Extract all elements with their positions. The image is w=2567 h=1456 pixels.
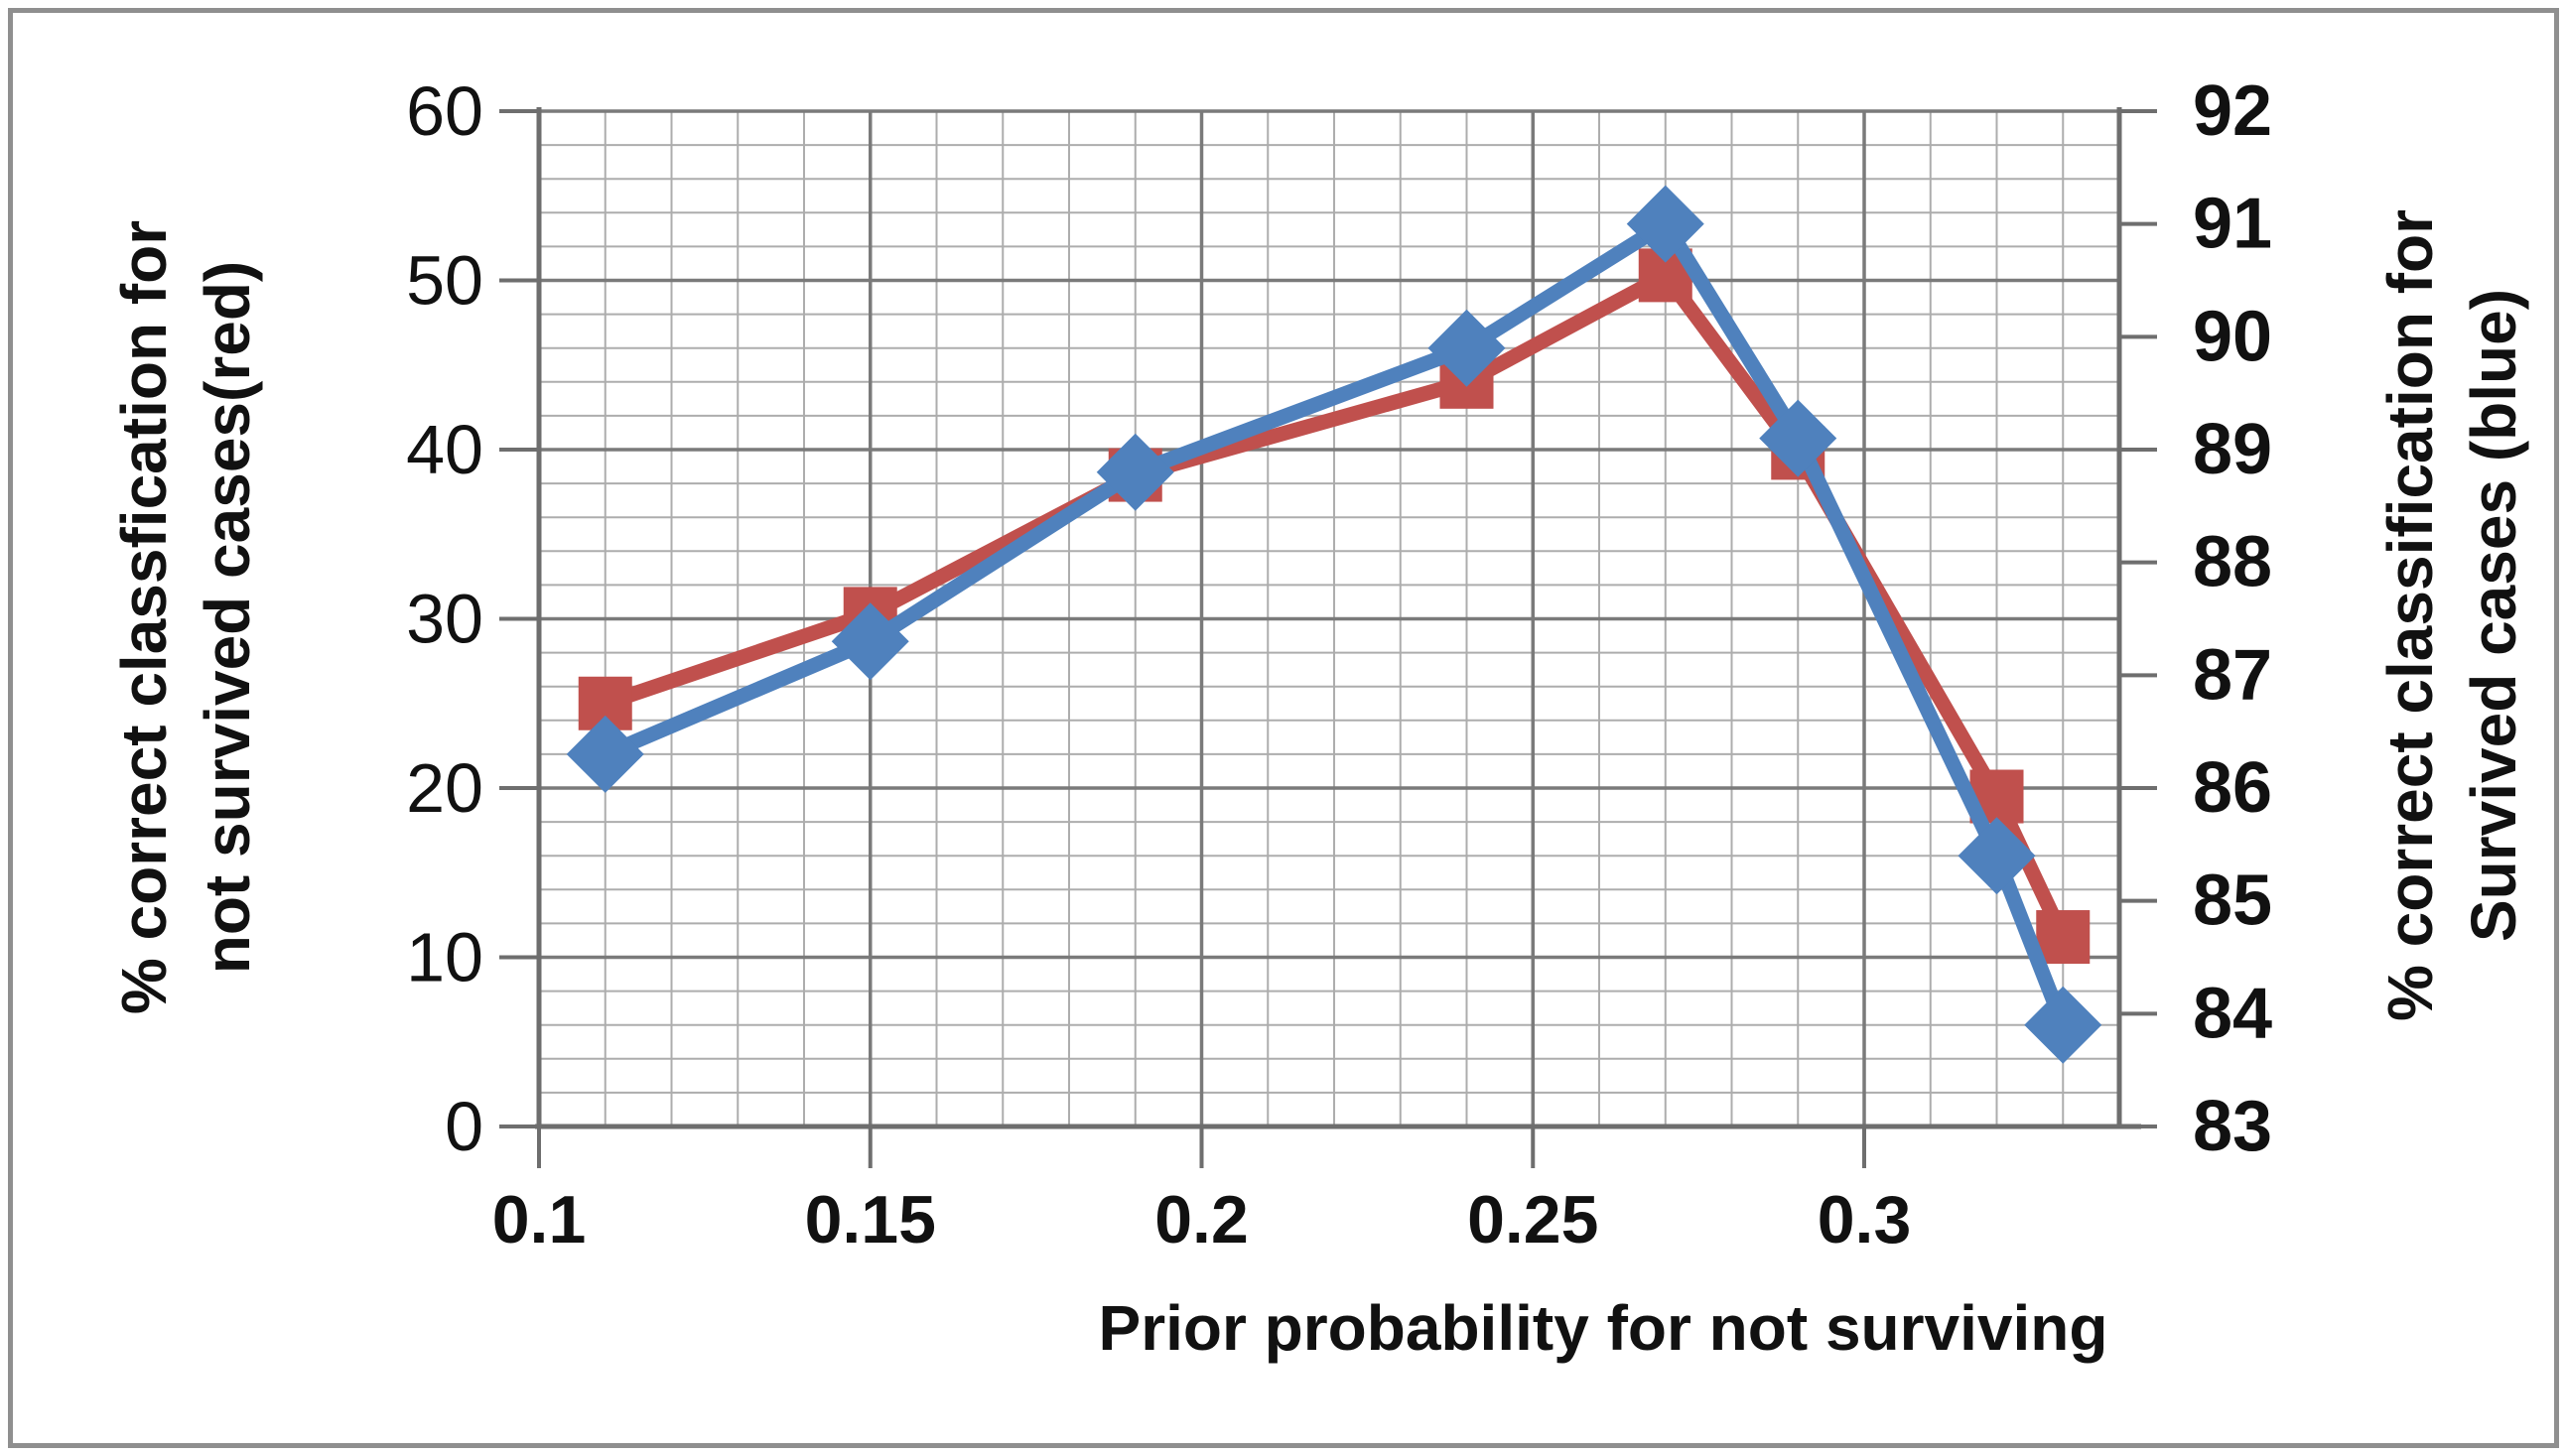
x-axis-tick-label: 0.15 — [805, 1182, 936, 1257]
left-axis-tick-labels: 0 10 20 30 40 50 60 — [406, 72, 483, 1165]
blue-series-marker — [2024, 986, 2102, 1064]
blue-series-marker — [1626, 185, 1704, 263]
right-axis-tick-label: 90 — [2193, 297, 2272, 376]
left-axis-tick-label: 20 — [406, 749, 483, 827]
right-axis-tick-label: 86 — [2193, 748, 2272, 828]
left-axis-tick-label: 10 — [406, 919, 483, 996]
blue-series-marker — [566, 715, 644, 793]
right-axis-tick-label: 88 — [2193, 523, 2272, 602]
left-axis-tick-label: 0 — [445, 1088, 483, 1165]
red-series-marker — [2036, 910, 2091, 965]
x-axis-tick-label: 0.1 — [492, 1182, 587, 1257]
right-axis-tick-label: 91 — [2193, 185, 2272, 264]
right-axis-tick-label: 85 — [2193, 861, 2272, 941]
right-y-axis-title: % correct classification for Survived ca… — [2374, 20, 2529, 1211]
left-y-axis-title: % correct classfication for not survived… — [108, 22, 263, 1213]
right-axis-tick-label: 84 — [2193, 974, 2272, 1053]
right-axis-tick-label: 87 — [2193, 635, 2272, 715]
x-axis-tick-label: 0.25 — [1467, 1182, 1598, 1257]
axis-ticks — [499, 109, 2157, 1168]
right-axis-tick-labels: 83 84 85 86 87 88 89 90 91 92 — [2193, 71, 2272, 1166]
x-axis-tick-labels: 0.1 0.15 0.2 0.25 0.3 — [492, 1182, 1912, 1257]
right-y-axis-title-line1: % correct classification for — [2374, 208, 2446, 1022]
blue-series-markers — [566, 185, 2102, 1064]
red-series-line — [603, 267, 2071, 941]
right-axis-tick-label: 89 — [2193, 410, 2272, 489]
left-axis-tick-label: 60 — [406, 72, 483, 150]
left-axis-tick-label: 50 — [406, 242, 483, 320]
blue-series-marker — [1958, 817, 2036, 895]
left-axis-tick-label: 30 — [406, 581, 483, 658]
blue-series-marker — [1096, 433, 1174, 511]
left-y-axis-title-line2: not survived cases(red) — [192, 260, 263, 975]
blue-series-marker — [1759, 399, 1837, 477]
right-axis-tick-label: 83 — [2193, 1087, 2272, 1166]
blue-series-marker — [1427, 309, 1506, 387]
left-y-axis-title-line1: % correct classfication for — [108, 219, 180, 1015]
x-axis-tick-label: 0.3 — [1818, 1182, 1912, 1257]
right-axis-tick-label: 92 — [2193, 71, 2272, 151]
blue-series-line — [602, 216, 2071, 1028]
major-gridlines — [539, 109, 2119, 1126]
figure-border — [8, 8, 2559, 1448]
blue-series-marker — [831, 602, 909, 681]
x-axis-title: Prior probability for not surviving — [1098, 1292, 2108, 1364]
x-axis-tick-label: 0.2 — [1154, 1182, 1249, 1257]
left-axis-tick-label: 40 — [406, 411, 483, 488]
right-y-axis-title-line2: Survived cases (blue) — [2458, 288, 2529, 943]
